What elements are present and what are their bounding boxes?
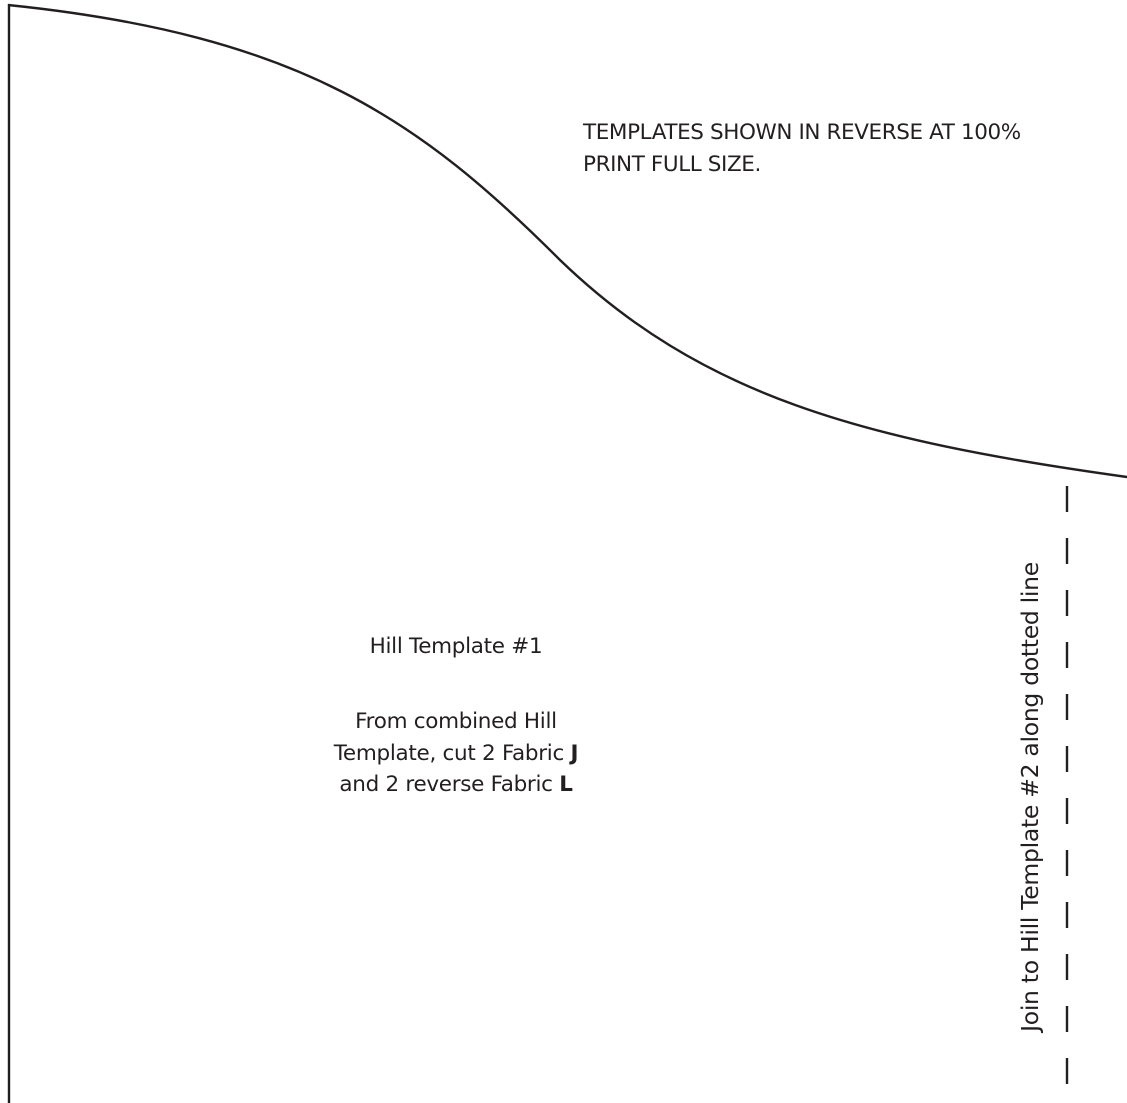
print-notice-line-1: TEMPLATES SHOWN IN REVERSE AT 100% [583,120,1021,145]
fabric-letter-l: L [559,772,573,797]
hill-curve-line [7,3,1127,479]
instruction-line-2-text: Template, cut 2 Fabric [333,740,571,766]
instruction-line-2: Template, cut 2 Fabric J [271,738,641,770]
cutting-instructions: From combined Hill Template, cut 2 Fabri… [271,706,641,801]
template-title: Hill Template #1 [369,634,543,659]
print-notice-line-2: PRINT FULL SIZE. [583,152,761,177]
join-instruction: Join to Hill Template #2 along dotted li… [1016,562,1044,1032]
instruction-line-3-text: and 2 reverse Fabric [339,772,560,797]
instruction-line-1: From combined Hill [355,709,557,734]
fabric-letter-j: J [570,740,579,766]
instruction-line-3: and 2 reverse Fabric L [271,769,641,801]
print-notice: TEMPLATES SHOWN IN REVERSE AT 100% PRINT… [583,117,1021,181]
